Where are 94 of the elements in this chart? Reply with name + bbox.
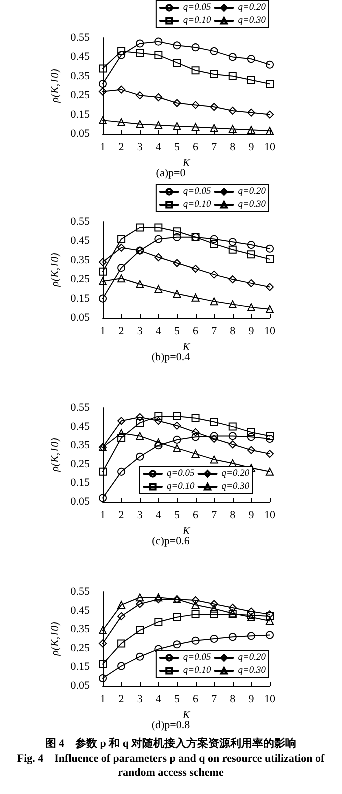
y-axis-title: ρ(K,10) bbox=[50, 622, 62, 657]
y-axis-title: ρ(K,10) bbox=[50, 68, 62, 104]
x-tick-label: 3 bbox=[137, 510, 144, 522]
x-tick-label: 3 bbox=[137, 326, 144, 338]
x-tick-label: 2 bbox=[118, 694, 124, 706]
x-tick-label: 5 bbox=[174, 326, 180, 338]
x-tick-label: 5 bbox=[174, 510, 180, 522]
x-tick-label: 3 bbox=[137, 142, 144, 154]
y-tick-label: 0.35 bbox=[70, 70, 90, 82]
x-tick-label: 9 bbox=[248, 694, 255, 706]
x-tick-label: 1 bbox=[100, 142, 106, 154]
x-axis-title: K bbox=[182, 157, 191, 170]
x-tick-label: 8 bbox=[230, 326, 236, 338]
x-tick-label: 7 bbox=[212, 326, 218, 338]
x-tick-label: 10 bbox=[264, 326, 276, 338]
x-tick-label: 7 bbox=[212, 694, 218, 706]
x-axis-title: K bbox=[182, 341, 191, 354]
y-tick-label: 0.35 bbox=[70, 624, 90, 636]
x-tick-label: 7 bbox=[212, 510, 218, 522]
x-tick-label: 6 bbox=[193, 142, 200, 154]
legend-label: q=0.05 bbox=[183, 3, 212, 13]
legend-label: q=0.05 bbox=[183, 653, 212, 663]
x-tick-label: 4 bbox=[156, 142, 162, 154]
x-tick-label: 1 bbox=[100, 510, 106, 522]
y-tick-label: 0.55 bbox=[70, 402, 90, 414]
x-tick-label: 9 bbox=[248, 326, 255, 338]
y-tick-label: 0.25 bbox=[70, 458, 90, 470]
x-tick-label: 10 bbox=[264, 142, 276, 154]
x-tick-label: 4 bbox=[156, 694, 162, 706]
caption: 图 4 参数 p 和 q 对随机接入方案资源利用率的影响 bbox=[44, 736, 298, 751]
x-tick-label: 1 bbox=[100, 326, 106, 338]
y-tick-label: 0.05 bbox=[70, 128, 90, 140]
x-tick-label: 2 bbox=[118, 510, 124, 522]
y-tick-label: 0.55 bbox=[70, 216, 90, 228]
y-tick-label: 0.35 bbox=[70, 254, 90, 266]
x-axis-title: K bbox=[182, 709, 191, 722]
y-tick-label: 0.05 bbox=[70, 496, 90, 508]
legend-label: q=0.20 bbox=[222, 469, 250, 479]
y-tick-label: 0.35 bbox=[70, 440, 90, 452]
x-tick-label: 6 bbox=[193, 326, 200, 338]
x-tick-label: 3 bbox=[137, 694, 144, 706]
y-tick-label: 0.25 bbox=[70, 642, 90, 654]
legend-label: q=0.20 bbox=[238, 187, 266, 197]
y-tick-label: 0.45 bbox=[70, 420, 90, 433]
legend-label: q=0.20 bbox=[238, 3, 266, 13]
x-tick-label: 5 bbox=[174, 142, 180, 154]
y-tick-label: 0.15 bbox=[70, 661, 90, 674]
y-tick-label: 0.45 bbox=[70, 235, 90, 248]
x-tick-label: 8 bbox=[230, 510, 236, 522]
x-tick-label: 6 bbox=[193, 510, 200, 522]
y-tick-label: 0.55 bbox=[70, 32, 90, 44]
legend-label: q=0.05 bbox=[167, 469, 196, 479]
caption: Fig. 4 Influence of parameters p and q on resource utilization of random access scheme bbox=[16, 752, 326, 780]
legend-label: q=0.20 bbox=[238, 653, 266, 663]
text: (b)p=0.4 bbox=[152, 352, 191, 364]
legend-label: q=0.30 bbox=[238, 666, 266, 676]
x-axis-title: K bbox=[182, 525, 191, 538]
x-tick-label: 10 bbox=[264, 510, 276, 522]
y-axis-title: ρ(K,10) bbox=[50, 252, 62, 288]
x-tick-label: 5 bbox=[174, 694, 180, 706]
legend-label: q=0.30 bbox=[238, 200, 266, 210]
text: (a)p=0 bbox=[156, 168, 186, 180]
text: (d)p=0.8 bbox=[152, 720, 191, 732]
y-tick-label: 0.15 bbox=[70, 108, 90, 121]
text: (c)p=0.6 bbox=[152, 536, 190, 548]
y-tick-label: 0.45 bbox=[70, 51, 90, 64]
x-tick-label: 7 bbox=[212, 142, 218, 154]
y-tick-label: 0.45 bbox=[70, 604, 90, 617]
legend-label: q=0.10 bbox=[183, 200, 212, 210]
legend-label: q=0.10 bbox=[183, 16, 212, 26]
legend-label: q=0.05 bbox=[183, 187, 212, 197]
legend-label: q=0.10 bbox=[167, 482, 196, 492]
y-tick-label: 0.55 bbox=[70, 586, 90, 598]
y-tick-label: 0.05 bbox=[70, 680, 90, 692]
x-tick-label: 4 bbox=[156, 510, 162, 522]
legend-label: q=0.30 bbox=[238, 16, 266, 26]
y-tick-label: 0.15 bbox=[70, 477, 90, 490]
x-tick-label: 2 bbox=[118, 142, 124, 154]
legend-label: q=0.10 bbox=[183, 666, 212, 676]
x-tick-label: 10 bbox=[264, 694, 276, 706]
x-tick-label: 1 bbox=[100, 694, 106, 706]
x-tick-label: 4 bbox=[156, 326, 162, 338]
y-axis-title: ρ(K,10) bbox=[50, 438, 62, 473]
y-tick-label: 0.25 bbox=[70, 90, 90, 102]
y-tick-label: 0.25 bbox=[70, 274, 90, 286]
x-tick-label: 9 bbox=[248, 510, 255, 522]
x-tick-label: 8 bbox=[230, 694, 236, 706]
x-tick-label: 8 bbox=[230, 142, 236, 154]
legend-label: q=0.30 bbox=[222, 482, 250, 492]
x-tick-label: 2 bbox=[118, 326, 124, 338]
x-tick-label: 6 bbox=[193, 694, 200, 706]
x-tick-label: 9 bbox=[248, 142, 255, 154]
y-tick-label: 0.05 bbox=[70, 312, 90, 324]
y-tick-label: 0.15 bbox=[70, 292, 90, 305]
